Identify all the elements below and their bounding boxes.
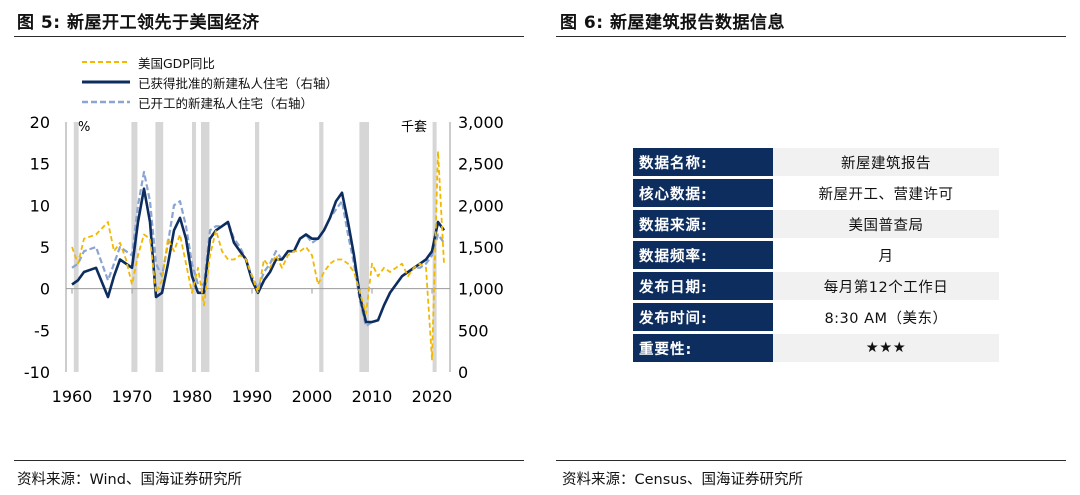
right-top-rule — [556, 36, 1066, 37]
series-line-permits — [71, 187, 446, 324]
row-value: 新屋开工、营建许可 — [773, 176, 999, 209]
legend-label-gdp: 美国GDP同比 — [138, 55, 215, 71]
x-tick-label: 2010 — [352, 387, 393, 406]
legend-label-starts: 已开工的新建私人住宅（右轴） — [138, 95, 314, 111]
row-value: 8:30 AM（美东） — [773, 300, 999, 333]
recession-band — [359, 122, 369, 372]
left-tick-label: -10 — [24, 363, 50, 382]
table-row: 发布时间: 8:30 AM（美东） — [633, 300, 999, 333]
info-table: 数据名称: 新屋建筑报告 核心数据: 新屋开工、营建许可 数据来源: 美国普查局 数据… — [633, 148, 999, 362]
right-tick-label: 2,000 — [458, 196, 504, 215]
legend-swatch-starts — [82, 100, 130, 104]
recession-band — [192, 122, 196, 372]
legend-item-permits: 已获得批准的新建私人住宅（右轴） — [80, 72, 338, 92]
legend-swatch-permits — [82, 80, 130, 84]
series-layer — [71, 150, 446, 361]
recession-shading-layer — [73, 122, 437, 372]
right-tick-label: 2,500 — [458, 155, 504, 174]
right-tick-label: 500 — [458, 321, 489, 340]
series-line-gdp — [71, 150, 445, 361]
left-tick-label: 20 — [30, 113, 50, 132]
right-tick-label: 3,000 — [458, 113, 504, 132]
right-figure-title: 图 6: 新屋建筑报告数据信息 — [560, 13, 785, 33]
recession-band — [319, 122, 324, 372]
row-key: 重要性: — [633, 331, 773, 362]
recession-band — [201, 122, 210, 372]
row-value: 月 — [773, 238, 999, 271]
row-key: 发布时间: — [633, 300, 773, 333]
x-tick-label: 2020 — [412, 387, 453, 406]
table-row: 重要性: ★★★ — [633, 331, 999, 362]
table-row: 发布日期: 每月第12个工作日 — [633, 269, 999, 302]
left-tick-label: 10 — [30, 196, 50, 215]
row-value: 新屋建筑报告 — [773, 148, 999, 178]
x-tick-label: 1980 — [172, 387, 213, 406]
left-tick-label: 0 — [40, 280, 50, 299]
importance-stars: ★★★ — [773, 331, 999, 362]
legend-swatch-gdp — [82, 61, 130, 63]
chart-svg: -10 -5 0 5 10 15 20 0 500 1,000 1,500 2,000 2,500 3,0… — [24, 113, 504, 406]
left-tick-label: 15 — [30, 155, 50, 174]
row-value: 每月第12个工作日 — [773, 269, 999, 302]
table-row: 数据来源: 美国普查局 — [633, 207, 999, 240]
x-tick-label: 1960 — [52, 387, 93, 406]
tick-labels-layer: -10 -5 0 5 10 15 20 0 500 1,000 1,500 2,000 2,500 3,0… — [24, 113, 504, 406]
row-key: 发布日期: — [633, 269, 773, 302]
legend-item-starts: 已开工的新建私人住宅（右轴） — [80, 92, 338, 112]
x-tick-label: 2000 — [292, 387, 333, 406]
legend-item-gdp: 美国GDP同比 — [80, 52, 338, 72]
row-key: 数据频率: — [633, 238, 773, 271]
right-bottom-rule — [556, 460, 1066, 461]
recession-band — [255, 122, 260, 372]
right-axis-unit: 千套 — [401, 119, 427, 135]
table-row: 核心数据: 新屋开工、营建许可 — [633, 176, 999, 209]
row-key: 数据来源: — [633, 207, 773, 240]
left-figure-title: 图 5: 新屋开工领先于美国经济 — [17, 13, 260, 33]
left-tick-label: 5 — [40, 238, 50, 257]
table-row: 数据频率: 月 — [633, 238, 999, 271]
left-bottom-rule — [14, 460, 524, 461]
legend: 美国GDP同比 已获得批准的新建私人住宅（右轴） 已开工的新建私人住宅（右轴） — [80, 52, 338, 112]
left-source: 资料来源：Wind、国海证券研究所 — [17, 472, 242, 488]
row-value: 美国普查局 — [773, 207, 999, 240]
recession-band — [155, 122, 164, 372]
right-tick-label: 1,000 — [458, 280, 504, 299]
row-key: 数据名称: — [633, 148, 773, 178]
table-row: 数据名称: 新屋建筑报告 — [633, 148, 999, 178]
right-tick-label: 0 — [458, 363, 468, 382]
x-tick-label: 1970 — [112, 387, 153, 406]
right-source: 资料来源：Census、国海证券研究所 — [562, 472, 804, 488]
left-top-rule — [14, 36, 524, 37]
x-tick-label: 1990 — [232, 387, 273, 406]
left-tick-label: -5 — [34, 321, 50, 340]
right-tick-label: 1,500 — [458, 238, 504, 257]
left-axis-unit: % — [78, 120, 90, 135]
legend-label-permits: 已获得批准的新建私人住宅（右轴） — [138, 75, 339, 91]
row-key: 核心数据: — [633, 176, 773, 209]
recession-band — [73, 122, 79, 372]
